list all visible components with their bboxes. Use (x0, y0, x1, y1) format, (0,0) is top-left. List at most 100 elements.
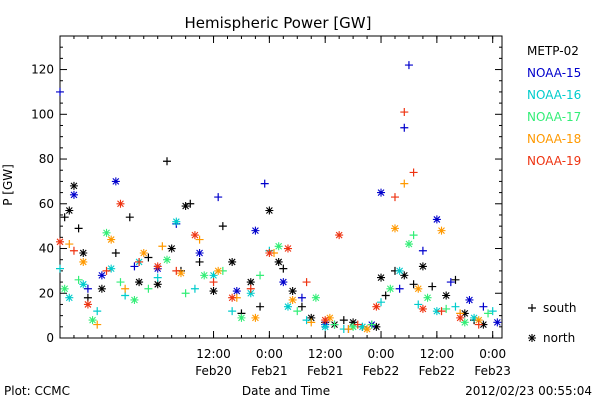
x-tick-time-label: 0:00 (368, 347, 395, 361)
data-point (358, 322, 367, 331)
data-point (60, 284, 69, 293)
data-point (274, 257, 283, 266)
x-tick-date-label: Feb21 (251, 364, 288, 378)
data-point (167, 244, 176, 253)
data-point (158, 242, 167, 251)
data-point (265, 206, 274, 215)
data-point (283, 244, 292, 253)
data-point (265, 248, 274, 257)
x-tick-date-label: Feb22 (363, 364, 400, 378)
y-tick-label: 120 (31, 63, 54, 77)
data-point (335, 231, 344, 240)
data-point (288, 287, 297, 296)
data-point (418, 246, 427, 255)
data-point (395, 284, 404, 293)
data-point (474, 320, 483, 329)
data-point (214, 193, 223, 202)
marker-key: south north (528, 301, 577, 345)
data-point (218, 222, 227, 231)
data-point (414, 300, 423, 309)
y-tick-label: 0 (46, 331, 54, 345)
data-point (195, 257, 204, 266)
data-point (283, 302, 292, 311)
data-point (367, 320, 376, 329)
data-point (139, 248, 148, 257)
y-tick-label: 80 (39, 152, 54, 166)
data-point (79, 257, 88, 266)
data-point (442, 304, 451, 313)
data-point (484, 309, 493, 318)
y-axis-label: P [GW] (1, 164, 15, 206)
data-point (172, 266, 181, 275)
data-point (279, 278, 288, 287)
data-point (432, 215, 441, 224)
data-point (256, 302, 265, 311)
data-point (479, 320, 488, 329)
data-point (372, 322, 381, 331)
data-point (214, 266, 223, 275)
data-point (79, 280, 88, 289)
data-point (260, 179, 269, 188)
legend: METP-02 NOAA-15 NOAA-16 NOAA-17 NOAA-18 NOAA-… (527, 44, 581, 168)
data-point (474, 316, 483, 325)
data-point (488, 307, 497, 316)
data-point (479, 302, 488, 311)
data-point (409, 231, 418, 240)
data-point (423, 293, 432, 302)
data-point (460, 318, 469, 327)
data-point (97, 271, 106, 280)
data-point (181, 202, 190, 211)
data-point (107, 235, 116, 244)
data-point (274, 242, 283, 251)
data-point (125, 213, 134, 222)
footer-timestamp: 2012/02/23 00:55:04 (465, 384, 592, 398)
data-point (302, 278, 311, 287)
x-tick-time-label: 0:00 (256, 347, 283, 361)
data-point (307, 318, 316, 327)
data-point (321, 316, 330, 325)
data-point (409, 168, 418, 177)
data-point (190, 231, 199, 240)
data-point (456, 313, 465, 322)
data-point (390, 193, 399, 202)
data-point (400, 123, 409, 132)
data-point (181, 289, 190, 298)
data-point (65, 206, 74, 215)
data-point (297, 302, 306, 311)
data-point (395, 266, 404, 275)
data-point (349, 322, 358, 331)
data-point (302, 316, 311, 325)
x-tick-date-label: Feb21 (307, 364, 344, 378)
data-point (176, 269, 185, 278)
x-axis-ticks: 12:00 Feb20 0:00 Feb21 12:00 Feb21 0:00 Feb22 12… (73, 36, 511, 378)
data-point (195, 248, 204, 257)
legend-entry: METP-02 (527, 44, 579, 58)
data-point (353, 320, 362, 329)
legend-entry: NOAA-18 (527, 132, 581, 146)
data-point (88, 316, 97, 325)
data-point (437, 307, 446, 316)
data-point (228, 307, 237, 316)
data-point (428, 282, 437, 291)
data-point (293, 307, 302, 316)
data-point (377, 298, 386, 307)
data-point (349, 318, 358, 327)
data-point (190, 284, 199, 293)
data-point (297, 293, 306, 302)
y-tick-label: 100 (31, 107, 54, 121)
marker-key-label: north (543, 331, 575, 345)
data-point (414, 284, 423, 293)
data-point (135, 257, 144, 266)
data-point (195, 235, 204, 244)
x-tick-date-label: Feb22 (419, 364, 456, 378)
data-point (102, 266, 111, 275)
data-point (246, 284, 255, 293)
data-point (111, 248, 120, 257)
data-point (93, 320, 102, 329)
data-point (69, 181, 78, 190)
data-point (153, 262, 162, 271)
data-point (163, 157, 172, 166)
data-point (246, 278, 255, 287)
footer-plot-source: Plot: CCMC (4, 384, 70, 398)
